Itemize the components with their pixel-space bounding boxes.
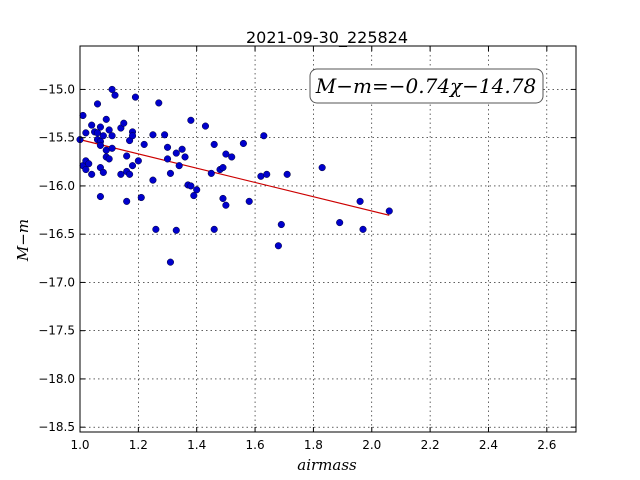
data-point [163, 143, 172, 151]
data-point [166, 258, 174, 266]
data-point [134, 157, 142, 165]
x-tick-label: 2.2 [421, 438, 440, 452]
data-point [149, 131, 157, 139]
data-point [108, 132, 116, 140]
y-tick-label: −18.5 [38, 420, 75, 434]
data-point [172, 149, 180, 157]
x-tick-label: 2.0 [362, 438, 381, 452]
data-point [79, 111, 87, 120]
data-point [385, 207, 393, 215]
data-point [102, 115, 110, 123]
data-point [131, 93, 139, 101]
data-point [120, 119, 128, 127]
data-point [123, 197, 131, 205]
x-axis-label: airmass [297, 456, 357, 474]
data-point [277, 220, 285, 229]
equation-box-frame [309, 68, 544, 104]
data-point [172, 226, 180, 234]
data-point [96, 123, 104, 131]
data-point [166, 169, 174, 177]
data-point [222, 150, 230, 158]
data-point [190, 192, 198, 200]
data-point [210, 140, 218, 148]
data-point [128, 132, 137, 140]
data-point [263, 170, 271, 178]
data-points [76, 85, 393, 266]
data-point [99, 132, 107, 140]
axes-frame [79, 45, 577, 433]
data-point [123, 152, 131, 160]
y-tick-label: −15.0 [38, 82, 75, 96]
data-point [163, 155, 172, 163]
data-point [274, 242, 282, 250]
data-point [155, 99, 163, 107]
data-point [193, 186, 201, 194]
x-tick-label: 1.0 [70, 438, 89, 452]
data-point [181, 153, 189, 161]
data-point [137, 193, 145, 202]
data-point [140, 140, 148, 148]
data-point [210, 225, 218, 233]
x-tick-label: 1.2 [129, 438, 148, 452]
data-point [96, 141, 104, 149]
data-point [356, 197, 364, 205]
data-point [222, 201, 230, 209]
data-point [96, 192, 104, 201]
data-point [336, 219, 344, 227]
data-point [161, 131, 169, 139]
data-point [88, 170, 96, 178]
x-tick-label: 2.6 [537, 438, 556, 452]
data-point [88, 121, 96, 129]
y-tick-label: −16.0 [38, 179, 75, 193]
data-point [187, 116, 195, 124]
data-point [201, 122, 210, 130]
data-point [283, 170, 291, 178]
data-point [260, 132, 268, 140]
data-point [93, 100, 102, 108]
fit-equation-text: M−m=−0.74χ−14.78 [315, 74, 536, 98]
data-point [126, 170, 134, 178]
y-tick-label: −17.0 [38, 275, 75, 289]
y-axis-label: M−m [14, 219, 32, 262]
y-tick-label: −18.0 [38, 372, 75, 386]
axis-ticks: 1.0 1.2 1.4 1.6 1.8 2.0 2.2 2.4 2.6 −15.0 −15.5 −16… [38, 46, 576, 452]
data-point [359, 225, 367, 233]
data-point [82, 129, 90, 137]
data-point [82, 165, 90, 174]
data-point [85, 160, 93, 168]
y-tick-label: −15.5 [38, 131, 75, 145]
plot-area: 1.0 1.2 1.4 1.6 1.8 2.0 2.2 2.4 2.6 −15.0 −15.5 −16… [38, 45, 577, 452]
data-point [108, 144, 116, 152]
data-point [105, 126, 113, 134]
data-point [228, 153, 236, 161]
data-point [108, 85, 116, 93]
data-point [187, 182, 195, 190]
data-point [219, 194, 227, 203]
data-point [105, 155, 113, 163]
data-point [152, 225, 160, 233]
y-tick-label: −17.5 [38, 324, 75, 338]
data-point [178, 145, 186, 153]
y-tick-label: −16.5 [38, 227, 75, 241]
data-point [149, 176, 157, 184]
chart-title: 2021-09-30_225824 [246, 28, 408, 48]
data-point [117, 170, 125, 178]
data-point [207, 169, 215, 177]
data-point [128, 162, 137, 170]
data-point [239, 139, 247, 148]
x-tick-label: 1.4 [187, 438, 206, 452]
x-tick-label: 1.6 [246, 438, 265, 452]
data-point [219, 164, 227, 172]
data-point [245, 197, 253, 205]
x-tick-label: 2.4 [479, 438, 498, 452]
fit-equation-box: M−m=−0.74χ−14.78 [309, 68, 544, 104]
data-point [99, 168, 107, 176]
fit-line [79, 139, 390, 216]
data-point [175, 162, 183, 170]
x-tick-label: 1.8 [304, 438, 323, 452]
data-point [111, 91, 119, 99]
data-point [318, 164, 326, 172]
